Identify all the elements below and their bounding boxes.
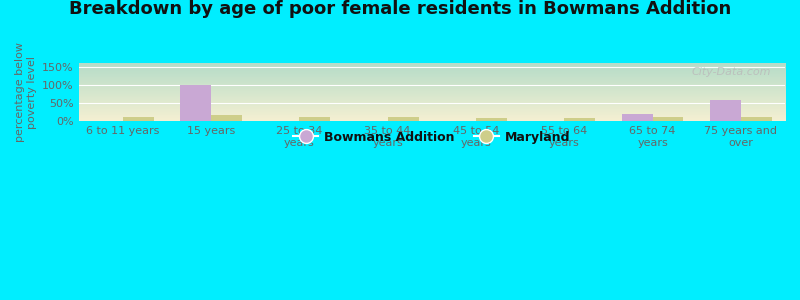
Bar <box>299 116 330 121</box>
Bar <box>476 118 507 121</box>
Bar <box>211 116 242 121</box>
Bar <box>388 117 418 121</box>
Text: Breakdown by age of poor female residents in Bowmans Addition: Breakdown by age of poor female resident… <box>69 0 731 18</box>
Bar <box>622 114 653 121</box>
Bar <box>122 117 154 121</box>
Legend: Bowmans Addition, Maryland: Bowmans Addition, Maryland <box>288 126 575 149</box>
Text: City-Data.com: City-Data.com <box>691 67 771 77</box>
Bar <box>741 116 772 121</box>
Bar <box>710 100 741 121</box>
Bar <box>180 85 211 121</box>
Bar <box>653 117 683 121</box>
Y-axis label: percentage below
poverty level: percentage below poverty level <box>15 42 37 142</box>
Bar <box>564 118 595 121</box>
